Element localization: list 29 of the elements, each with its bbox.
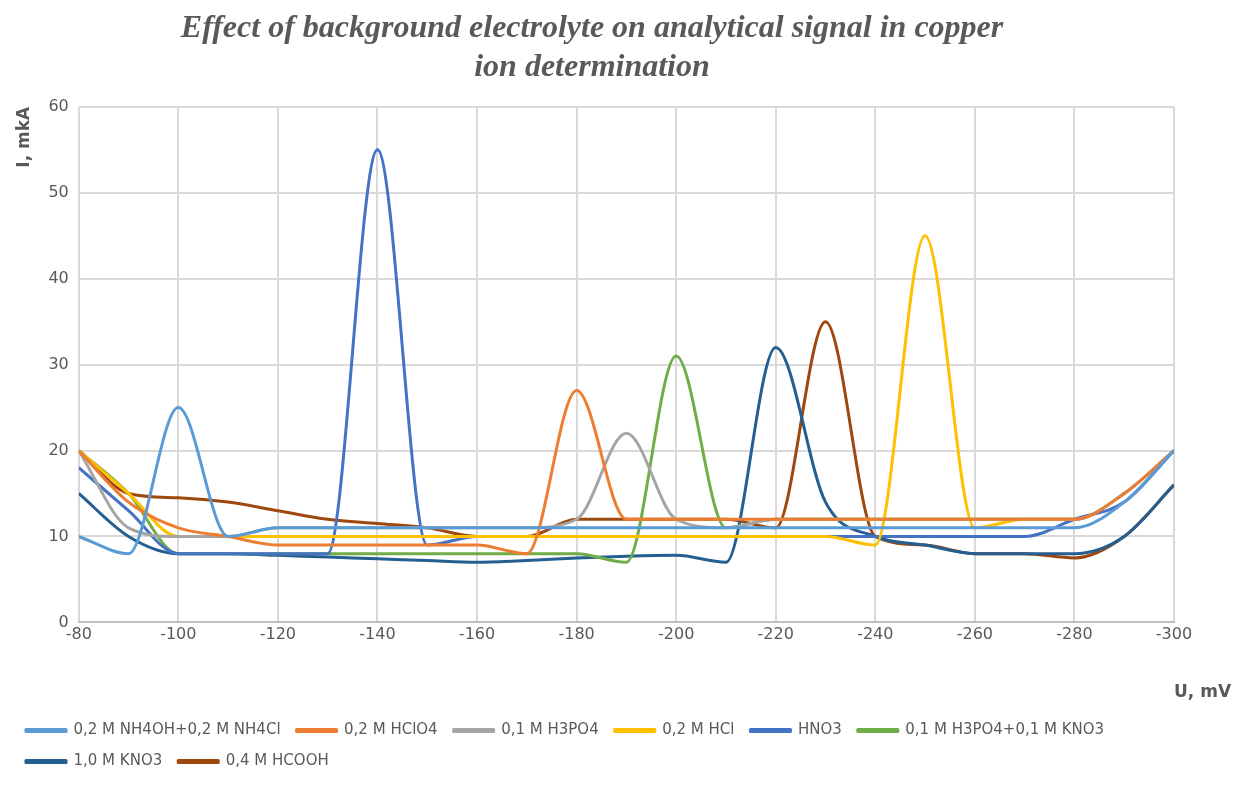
legend-label: 0,1 M H3PO4+0,1 M KNO3 — [905, 720, 1105, 739]
y-tick-label: 50 — [48, 181, 69, 201]
x-tick-label: -180 — [558, 624, 595, 644]
x-tick-label: -280 — [1056, 624, 1093, 644]
chart-title: Effect of background electrolyte on analytical signal in copper ion determination — [179, 8, 1004, 83]
x-tick-label: -260 — [956, 624, 994, 644]
x-tick-label: -200 — [658, 624, 695, 644]
x-tick-label: -240 — [857, 624, 894, 644]
x-axis-title: U, mV — [1174, 681, 1232, 702]
legend-label: 0,1 M H3PO4 — [501, 720, 599, 739]
x-tick-label: -100 — [160, 624, 197, 644]
y-tick-label: 20 — [48, 439, 69, 459]
x-tick-label: -160 — [458, 624, 496, 644]
y-tick-label: 0 — [58, 611, 69, 631]
y-tick-label: 40 — [48, 267, 69, 287]
y-tick-label: 10 — [48, 525, 69, 545]
x-tick-label: -140 — [359, 624, 396, 644]
legend-label: 0,2 M HCl — [662, 720, 735, 739]
x-tick-label: -300 — [1155, 624, 1193, 644]
y-tick-label: 30 — [48, 353, 69, 373]
legend-label: 1,0 M KNO3 — [73, 751, 163, 770]
y-tick-label: 60 — [48, 95, 69, 115]
legend-label: 0,4 M HCOOH — [225, 751, 329, 770]
x-tick-label: -220 — [757, 624, 794, 644]
legend-label: 0,2 M HClO4 — [344, 720, 438, 739]
y-axis-title: I, mkA — [12, 105, 33, 168]
x-tick-label: -120 — [259, 624, 297, 644]
legend-label: 0,2 M NH4OH+0,2 M NH4Cl — [73, 720, 281, 739]
legend-label: HNO3 — [797, 720, 842, 739]
